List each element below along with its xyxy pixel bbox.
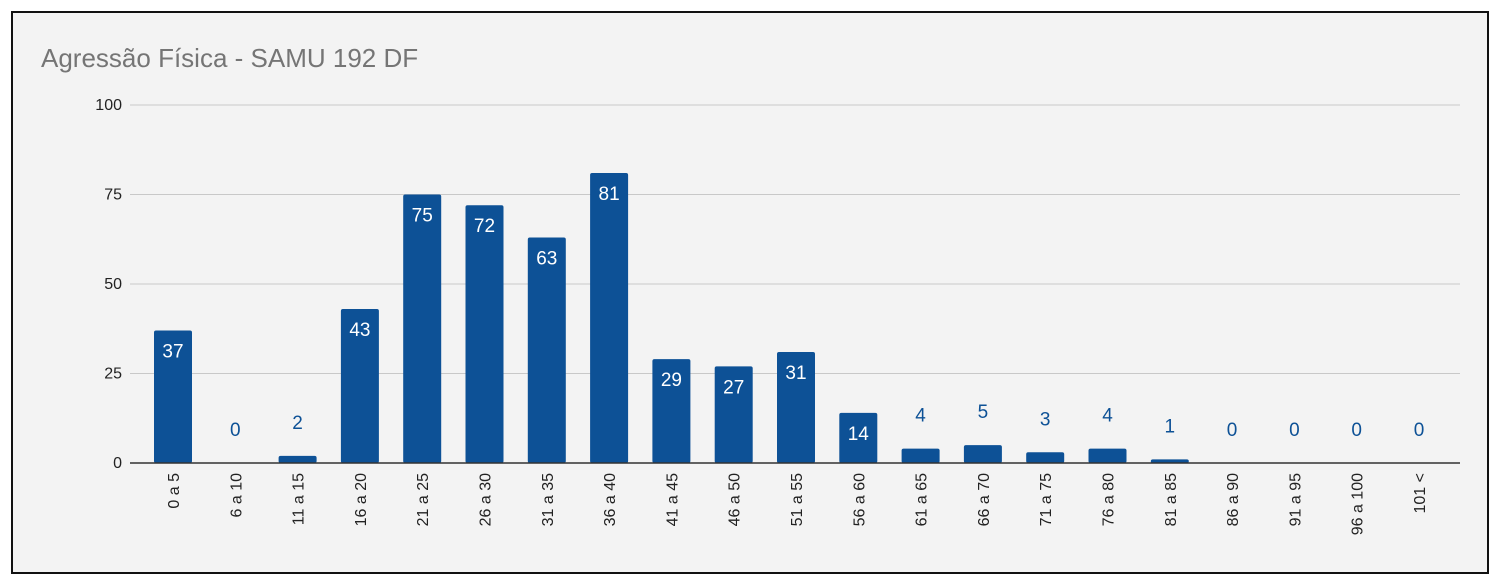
bar [278, 455, 317, 463]
bar [527, 237, 566, 463]
x-tick-label: 91 a 95 [1287, 473, 1304, 526]
x-tick-label: 96 a 100 [1350, 473, 1367, 535]
x-tick-label: 6 a 10 [228, 473, 245, 518]
data-label: 43 [349, 320, 370, 341]
x-tick-label: 0 a 5 [166, 473, 183, 509]
y-tick-label: 100 [95, 97, 122, 114]
data-label: 5 [978, 402, 989, 423]
data-label: 0 [1289, 420, 1300, 441]
x-tick-label: 66 a 70 [976, 473, 993, 526]
data-label: 72 [474, 216, 495, 237]
bar [1026, 452, 1065, 463]
bar [590, 173, 629, 463]
x-tick-label: 41 a 45 [664, 473, 681, 526]
x-tick-label: 86 a 90 [1225, 473, 1242, 526]
chart-title: Agressão Física - SAMU 192 DF [41, 43, 419, 73]
bar [839, 412, 878, 463]
y-tick-label: 75 [104, 187, 122, 204]
data-label: 29 [661, 370, 682, 391]
x-tick-label: 36 a 40 [602, 473, 619, 526]
x-tick-label: 16 a 20 [353, 473, 370, 526]
bar [652, 359, 691, 463]
data-label: 3 [1040, 409, 1051, 430]
data-label: 0 [1351, 420, 1362, 441]
data-label: 0 [230, 420, 241, 441]
gridlines [130, 104, 1460, 374]
x-tick-label: 51 a 55 [789, 473, 806, 526]
bar [963, 445, 1002, 463]
bar [340, 309, 379, 463]
data-label: 14 [848, 424, 870, 445]
data-label: 31 [785, 363, 806, 384]
bar [901, 448, 940, 463]
data-label: 63 [536, 248, 557, 269]
bar [403, 194, 442, 463]
x-tick-label: 56 a 60 [851, 473, 868, 526]
data-label: 2 [292, 413, 303, 434]
data-label: 81 [599, 184, 620, 205]
bar [154, 330, 192, 463]
x-tick-label: 81 a 85 [1163, 473, 1180, 526]
x-tick-label: 21 a 25 [415, 473, 432, 526]
x-tick-label: 76 a 80 [1101, 473, 1118, 526]
data-label: 27 [723, 377, 744, 398]
data-label: 4 [1102, 406, 1113, 427]
data-label: 0 [1227, 420, 1238, 441]
x-tick-label: 31 a 35 [540, 473, 557, 526]
data-label: 37 [162, 342, 183, 363]
data-label: 1 [1165, 416, 1176, 437]
x-tick-label: 101 < [1412, 473, 1429, 513]
bars [154, 173, 1189, 464]
bar [1088, 448, 1127, 463]
y-tick-label: 25 [104, 366, 122, 383]
bar [465, 205, 504, 464]
y-tick-label: 50 [104, 276, 122, 293]
x-tick-label: 11 a 15 [291, 473, 308, 525]
bar [777, 352, 815, 463]
x-tick-label: 71 a 75 [1038, 473, 1055, 526]
data-labels: 37 0 2 43 75 72 63 81 29 27 31 14 4 5 3 4 1 0 0 0 0 [162, 184, 1424, 445]
x-tick-label: 26 a 30 [478, 473, 495, 526]
x-tick-label: 61 a 65 [914, 473, 931, 526]
bar [714, 366, 753, 463]
y-tick-label: 0 [113, 455, 122, 472]
x-axis-ticks: 0 a 5 6 a 10 11 a 15 16 a 20 21 a 25 26 a 30 3… [166, 473, 1429, 535]
y-axis-ticks: 0 25 50 75 100 [95, 97, 122, 472]
data-label: 0 [1414, 420, 1425, 441]
bar [1150, 459, 1189, 463]
data-label: 75 [412, 206, 433, 227]
data-label: 4 [915, 406, 926, 427]
x-tick-label: 46 a 50 [727, 473, 744, 526]
